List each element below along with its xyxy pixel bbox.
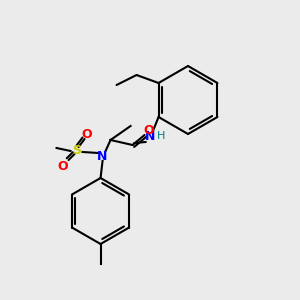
Text: H: H <box>158 131 166 141</box>
Text: N: N <box>146 130 156 143</box>
Text: O: O <box>143 124 154 137</box>
Text: N: N <box>98 149 108 163</box>
Text: O: O <box>57 160 68 173</box>
Text: O: O <box>81 128 92 142</box>
Text: S: S <box>72 145 81 158</box>
